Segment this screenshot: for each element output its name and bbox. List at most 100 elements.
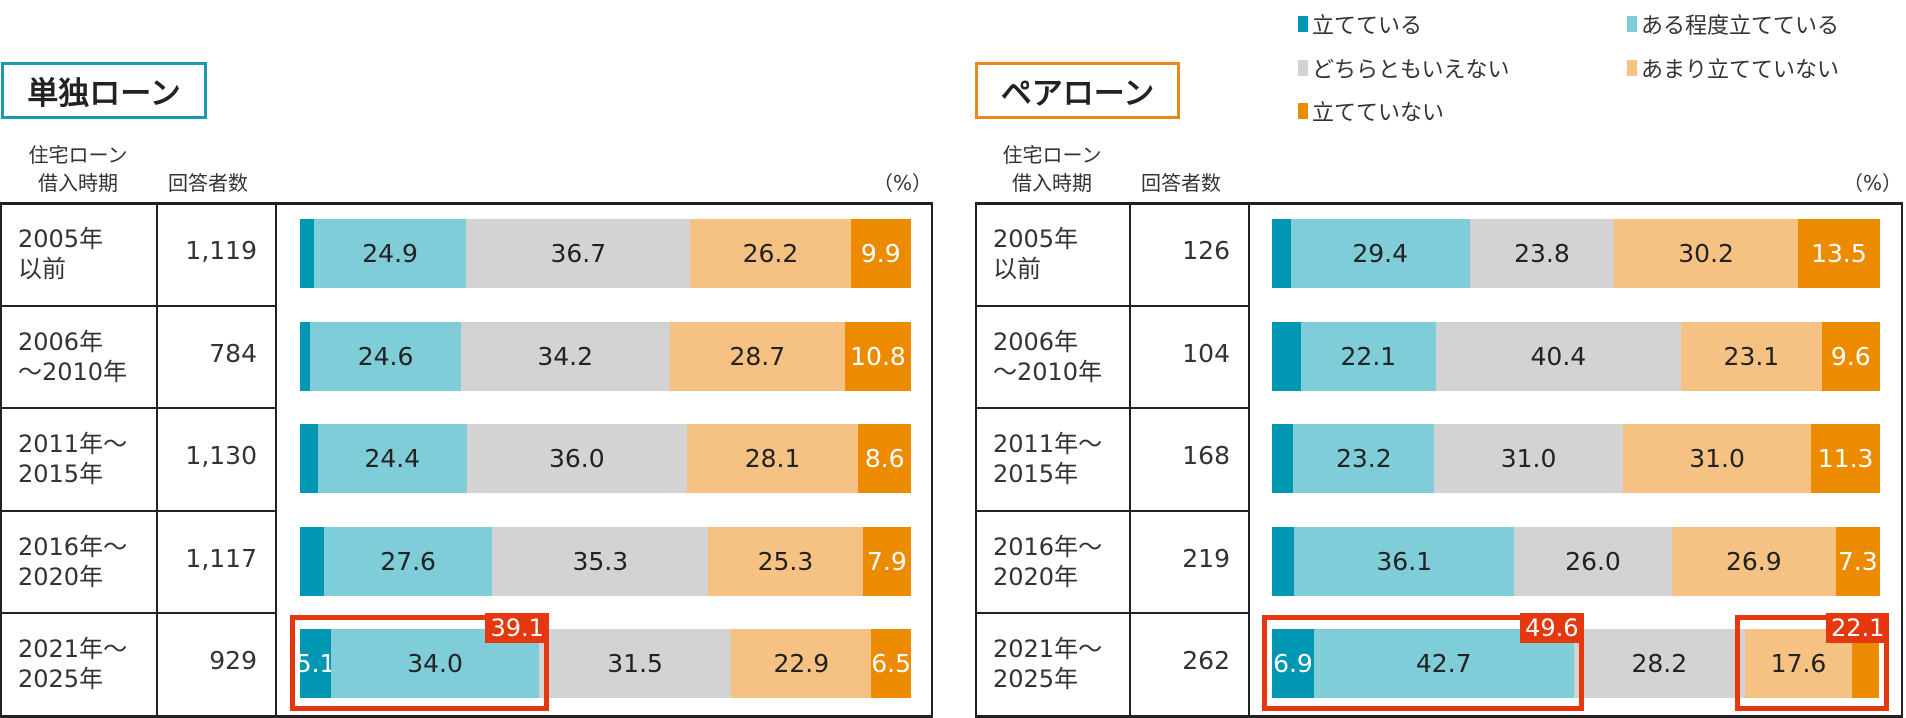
legend-swatch xyxy=(1627,60,1637,76)
respondent-count: 262 xyxy=(1182,646,1230,676)
bar-segment-3: 36.7 xyxy=(466,219,691,288)
row-label: 2011年～ xyxy=(18,430,128,459)
bar-segment-5: 8.6 xyxy=(858,424,911,494)
bar-segment-5: 10.8 xyxy=(845,321,911,391)
column-divider xyxy=(1248,202,1250,715)
highlight-box xyxy=(1262,615,1584,712)
bar-segment-3: 26.0 xyxy=(1513,526,1673,596)
bar-segment-4: 25.3 xyxy=(708,526,863,596)
bar-segment-1 xyxy=(300,526,324,596)
row-divider xyxy=(975,304,1248,307)
bar-segment-4: 26.9 xyxy=(1672,526,1836,596)
row-label: 2006年 xyxy=(18,327,104,356)
count-header: 回答者数 xyxy=(1141,171,1221,195)
row-label: ～2010年 xyxy=(993,357,1103,386)
chart-title: ペアローン xyxy=(975,62,1180,119)
table-border-right xyxy=(931,202,933,718)
row-label: 2021年～ xyxy=(18,635,128,664)
bar-segment-5: 11.3 xyxy=(1811,424,1880,494)
bar-segment-3: 34.2 xyxy=(460,321,670,391)
bar-segment-1 xyxy=(300,424,318,494)
legend-swatch xyxy=(1298,16,1308,32)
respondent-count: 1,130 xyxy=(185,441,257,471)
bar-segment-1 xyxy=(1272,424,1294,494)
legend-label: あまり立てていない xyxy=(1641,58,1840,83)
bar-segment-2: 36.1 xyxy=(1294,526,1514,596)
row-label: 2025年 xyxy=(993,665,1079,694)
chart-title: 単独ローン xyxy=(1,62,207,119)
unit-label: （%） xyxy=(1843,171,1903,195)
bar-segment-1: 5.1 xyxy=(296,629,335,699)
bar-segment-2: 27.6 xyxy=(323,526,493,596)
bar-segment-2: 24.9 xyxy=(314,219,467,288)
row-label: 2021年～ xyxy=(993,635,1103,664)
legend-item: どちらともいえない xyxy=(1298,55,1510,83)
column-divider xyxy=(1129,202,1131,715)
bar-segment-4: 28.1 xyxy=(686,424,859,494)
column-divider xyxy=(156,202,158,715)
legend-swatch xyxy=(1298,103,1308,119)
bar-segment-3: 31.5 xyxy=(538,629,732,699)
row-divider xyxy=(975,509,1248,512)
row-label: 2020年 xyxy=(993,562,1079,591)
bar-segment-1 xyxy=(300,219,315,288)
bar-segment-4: 30.2 xyxy=(1614,219,1798,288)
respondent-count: 929 xyxy=(209,646,257,676)
legend-swatch xyxy=(1627,16,1637,32)
row-divider xyxy=(975,612,1248,615)
row-label: 2016年～ xyxy=(993,532,1103,561)
bar-segment-1: 6.9 xyxy=(1272,629,1314,699)
bar-segment-4: 31.0 xyxy=(1622,424,1812,494)
highlight-total-label: 22.1 xyxy=(1825,613,1890,644)
bar-segment-4: 22.9 xyxy=(731,629,872,699)
unit-label: （%） xyxy=(873,171,933,195)
row-label: 2006年 xyxy=(993,327,1079,356)
bar-segment-2: 29.4 xyxy=(1290,219,1470,288)
row-divider xyxy=(0,304,275,307)
bar-segment-3: 40.4 xyxy=(1435,321,1682,391)
bar-segment-5: 7.3 xyxy=(1835,526,1880,596)
period-header: 住宅ローン xyxy=(28,143,128,167)
row-label: 2025年 xyxy=(18,665,104,694)
legend-label: 立てていない xyxy=(1312,101,1445,126)
highlight-box xyxy=(290,615,549,712)
bar-segment-5: 9.9 xyxy=(850,219,911,288)
bar-segment-2: 23.2 xyxy=(1293,424,1435,494)
respondent-count: 126 xyxy=(1182,236,1230,265)
table-border-right xyxy=(1901,202,1903,718)
respondent-count: 1,117 xyxy=(185,543,257,573)
highlight-total-label: 49.6 xyxy=(1520,613,1584,644)
table-border-top xyxy=(975,202,1903,205)
bar-segment-5: 7.9 xyxy=(862,526,911,596)
bar-segment-2: 24.4 xyxy=(317,424,467,494)
column-divider xyxy=(275,202,277,715)
bar-segment-3: 31.0 xyxy=(1434,424,1623,494)
table-border-top xyxy=(0,202,933,205)
period-header: 借入時期 xyxy=(38,171,118,195)
row-divider xyxy=(0,407,275,410)
legend-item: あまり立てていない xyxy=(1627,55,1840,83)
row-label: ～2010年 xyxy=(18,357,128,386)
legend-label: どちらともいえない xyxy=(1312,58,1510,83)
table-border-left xyxy=(0,202,2,718)
period-header: 借入時期 xyxy=(1012,171,1092,195)
bar-segment-3: 23.8 xyxy=(1469,219,1615,288)
legend-label: 立てている xyxy=(1312,14,1423,39)
table-border-left xyxy=(975,202,977,718)
bar-segment-3: 36.0 xyxy=(466,424,687,494)
legend-item: 立てていない xyxy=(1298,98,1445,126)
period-header: 住宅ローン xyxy=(1002,143,1102,167)
bar-segment-1 xyxy=(300,321,311,391)
row-divider xyxy=(0,509,275,512)
count-header: 回答者数 xyxy=(168,171,248,195)
row-label: 2016年～ xyxy=(18,532,128,561)
bar-segment-4: 23.1 xyxy=(1681,321,1822,391)
row-divider xyxy=(0,612,275,615)
bar-segment-2: 24.6 xyxy=(310,321,461,391)
bar-segment-5: 6.5 xyxy=(871,629,911,699)
row-label: 2020年 xyxy=(18,562,104,591)
bar-segment-1 xyxy=(1272,526,1295,596)
bar-segment-3: 35.3 xyxy=(492,526,709,596)
legend-swatch xyxy=(1298,60,1308,76)
row-label: 以前 xyxy=(993,255,1041,283)
